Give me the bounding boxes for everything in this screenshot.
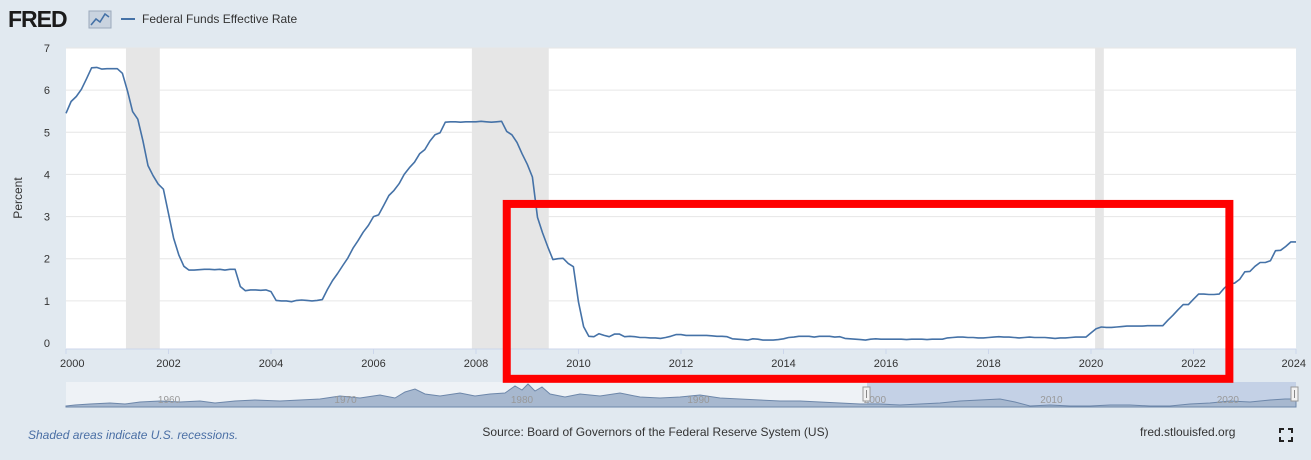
- source-text: Source: Board of Governors of the Federa…: [482, 425, 829, 439]
- recession-band-0: [125, 48, 160, 349]
- y-axis: 0 1 2 3 4 5 6 7: [44, 43, 50, 350]
- y-tick-label: 4: [44, 169, 50, 181]
- navigator-tick-label: 1960: [158, 395, 181, 406]
- site-link[interactable]: fred.stlouisfed.org: [1140, 425, 1236, 439]
- y-tick-label: 1: [44, 296, 50, 308]
- x-tick-label: 2018: [976, 358, 1000, 370]
- line-chart-icon: [88, 10, 112, 29]
- series-line-0: [65, 66, 1296, 341]
- x-axis: 2000 2002 2004 2006 2008 2010 2012 2014 2016 2018…: [60, 348, 1306, 370]
- fullscreen-icon[interactable]: [1278, 427, 1294, 443]
- y-tick-label: 3: [44, 212, 50, 224]
- highlight-rectangle: [502, 199, 1234, 383]
- navigator-tick-label: 2020: [1217, 395, 1240, 406]
- navigator-tick-label: 2000: [864, 395, 887, 406]
- x-tick-label: 2008: [464, 358, 488, 370]
- navigator-tick-label: 1990: [687, 395, 710, 406]
- navigator-tick-label: 1980: [511, 395, 534, 406]
- recession-band-2: [1095, 48, 1104, 349]
- recession-shading: [125, 48, 1104, 349]
- x-tick-label: 2004: [259, 358, 283, 370]
- header: FRED Federal Funds Effective Rate: [8, 6, 298, 32]
- plot-area: [66, 48, 1296, 349]
- x-tick-label: 2024: [1282, 358, 1306, 370]
- x-tick-label: 2022: [1181, 358, 1205, 370]
- x-tick-label: 2000: [60, 358, 84, 370]
- x-tick-label: 2010: [566, 358, 590, 370]
- y-tick-label: 6: [44, 85, 50, 97]
- navigator-series: [65, 383, 1297, 408]
- navigator[interactable]: 1960 1970 1980 1990 2000 2010 2020: [65, 382, 1299, 408]
- y-tick-label: 2: [44, 254, 50, 266]
- x-tick-label: 2014: [771, 358, 795, 370]
- y-axis-label: Percent: [11, 177, 25, 219]
- x-tick-label: 2012: [669, 358, 693, 370]
- fred-logo[interactable]: FRED: [8, 6, 68, 32]
- y-tick-label: 7: [44, 43, 50, 55]
- recession-note: Shaded areas indicate U.S. recessions.: [28, 428, 239, 442]
- navigator-tick-label: 1970: [334, 395, 357, 406]
- legend-label: Federal Funds Effective Rate: [142, 12, 298, 26]
- y-tick-label: 0: [44, 338, 50, 350]
- x-tick-label: 2006: [361, 358, 385, 370]
- x-tick-label: 2002: [156, 358, 180, 370]
- y-tick-label: 5: [44, 127, 50, 139]
- x-tick-label: 2020: [1079, 358, 1103, 370]
- navigator-ticks: 1960 1970 1980 1990 2000 2010 2020: [158, 395, 1240, 406]
- x-tick-label: 2016: [874, 358, 898, 370]
- navigator-tick-label: 2010: [1040, 395, 1063, 406]
- series-layer: [65, 66, 1296, 341]
- gridlines: [66, 47, 1296, 302]
